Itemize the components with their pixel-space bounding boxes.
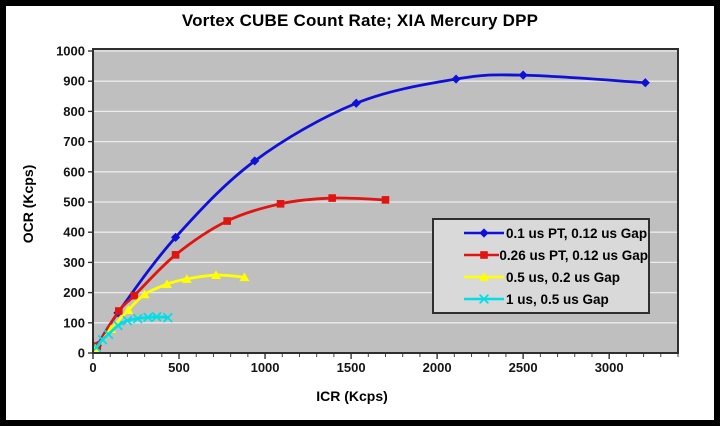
legend-label: 0.26 us PT, 0.12 us Gap [499,247,648,263]
y-tick-label: 600 [63,164,85,179]
series-marker-1 [518,70,528,80]
x-tick-label: 2500 [509,360,538,375]
series-marker-4 [103,329,114,339]
series-marker-1 [451,74,461,84]
series-marker-1 [640,78,650,88]
legend-sample-diamond-icon [464,228,504,238]
y-tick-label: 1000 [56,44,85,59]
series-marker-2 [276,200,285,208]
legend-sample-marker [479,294,489,304]
x-tick-label: 500 [168,360,190,375]
series-marker-4 [133,313,143,324]
series-marker-2 [115,307,123,315]
y-tick-label: 0 [78,346,85,361]
series-marker-3 [181,274,192,283]
x-tick-label: 2000 [423,360,452,375]
series-marker-4 [151,312,162,322]
legend-sample-marker [479,228,489,238]
series-marker-4 [113,320,123,331]
legend-label: 1 us, 0.5 us Gap [506,291,609,307]
legend-sample-marker [479,272,489,281]
legend-sample-x-icon [464,294,504,304]
series-marker-4 [163,312,173,323]
series-marker-3 [161,279,172,289]
legend-sample-triangle-icon [464,272,504,281]
legend-sample-square-icon [464,251,500,259]
series-marker-1 [170,232,181,242]
legend-label: 0.1 us PT, 0.12 us Gap [506,225,648,241]
series-marker-2 [381,196,390,204]
y-tick-label: 700 [63,134,85,149]
y-tick-label: 200 [63,285,85,300]
series-marker-4 [143,312,153,323]
series-marker-1 [351,98,361,108]
series-marker-1 [250,156,260,166]
x-tick-label: 0 [89,360,96,375]
y-tick-label: 500 [63,195,85,210]
legend-item: 0.5 us, 0.2 us Gap [462,266,648,288]
y-tick-label: 300 [63,255,85,270]
y-tick-label: 900 [63,74,85,89]
y-tick-label: 800 [63,104,85,119]
series-marker-2 [171,251,180,259]
series-marker-2 [130,291,139,300]
legend-item: 0.1 us PT, 0.12 us Gap [462,222,648,244]
x-tick-label: 3000 [595,360,624,375]
series-marker-2 [223,217,232,225]
y-tick-label: 100 [63,315,85,330]
y-tick-label: 400 [63,225,85,240]
x-axis-title: ICR (Kcps) [316,388,388,404]
series-marker-3 [239,272,250,282]
legend-sample-marker [480,251,488,259]
series-marker-3 [123,305,134,315]
series-marker-3 [139,289,150,299]
legend-label: 0.5 us, 0.2 us Gap [506,269,621,285]
series-group [93,70,650,353]
x-tick-label: 1000 [251,360,280,375]
x-tick-label: 1500 [337,360,366,375]
series-marker-3 [211,270,222,279]
series-marker-2 [328,194,336,202]
plot-border [92,48,679,354]
legend-item: 1 us, 0.5 us Gap [462,288,648,310]
legend: 0.1 us PT, 0.12 us Gap 0.26 us PT, 0.12 u… [432,218,650,314]
series-marker-4 [122,315,133,326]
chart-title: Vortex CUBE Count Rate; XIA Mercury DPP [181,11,539,30]
legend-item: 0.26 us PT, 0.12 us Gap [462,244,648,266]
